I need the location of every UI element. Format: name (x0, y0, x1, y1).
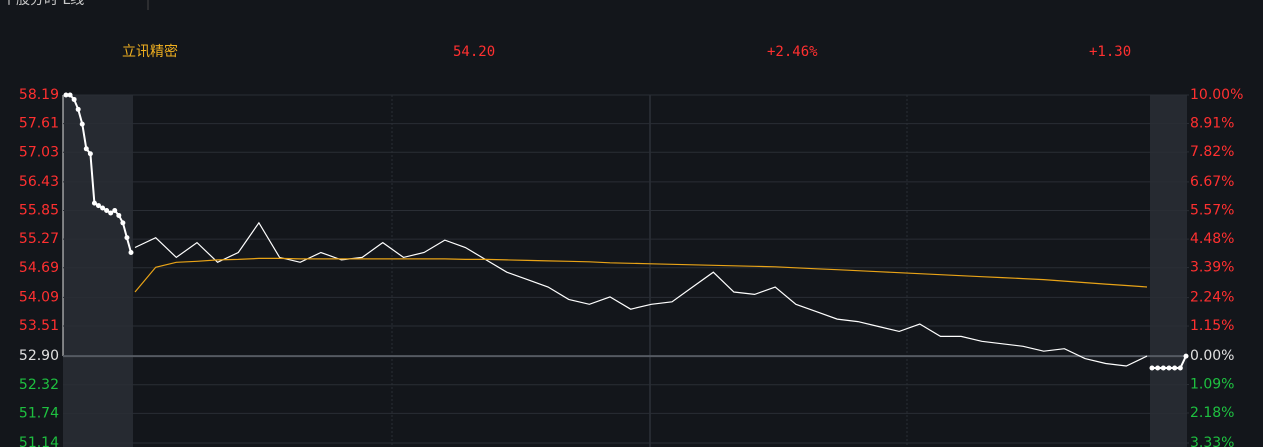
y-tick-label: 55.85 (19, 203, 59, 219)
point (67, 92, 73, 98)
y2-tick-label: 6.67% (1190, 174, 1234, 190)
point (1177, 365, 1183, 371)
y2-tick-label: 3.33% (1190, 435, 1234, 447)
y-tick-label: 54.69 (19, 260, 59, 276)
point (87, 151, 93, 157)
y2-tick-label: 2.24% (1190, 290, 1234, 306)
point (104, 208, 110, 214)
y2-tick-label: 7.82% (1190, 144, 1234, 160)
change: +1.30 (1089, 44, 1131, 60)
y2-tick-label: 10.00% (1190, 87, 1243, 103)
y2-tick-label: 5.57% (1190, 203, 1234, 219)
y-tick-label: 58.19 (19, 87, 59, 103)
price-line (134, 221, 1148, 367)
point (1160, 365, 1166, 371)
y2-tick-label: 1.15% (1190, 318, 1234, 334)
point (71, 96, 77, 102)
y2-tick-label: 8.91% (1190, 115, 1234, 131)
y-tick-label: 57.03 (19, 144, 59, 160)
vertical-grid (62, 95, 908, 447)
y-tick-label: 52.32 (19, 377, 59, 393)
point (120, 220, 126, 226)
point (112, 208, 118, 214)
point (128, 249, 134, 255)
point (1166, 365, 1172, 371)
y2-tick-label: 3.39% (1190, 260, 1234, 276)
y2-tick-label: 1.09% (1190, 377, 1234, 393)
point (91, 200, 97, 206)
point (96, 203, 101, 209)
point (1172, 365, 1178, 371)
point (108, 210, 114, 216)
point (1155, 365, 1161, 371)
point (79, 121, 85, 127)
y-tick-label: 53.51 (19, 318, 59, 334)
price: 54.20 (453, 44, 495, 60)
y-tick-label: 51.14 (19, 435, 59, 447)
point (1149, 365, 1155, 371)
point (75, 106, 81, 112)
change-pct: +2.46% (767, 44, 818, 60)
y2-tick-label: 2.18% (1190, 405, 1234, 421)
point (116, 212, 122, 218)
point (100, 205, 106, 211)
post-band (1150, 95, 1187, 447)
y-tick-label: 56.43 (19, 174, 59, 190)
point (1183, 353, 1189, 359)
y-tick-label: 54.09 (19, 289, 59, 305)
stock-name[interactable]: 立讯精密 (122, 43, 178, 60)
y-tick-label: 51.74 (19, 405, 59, 421)
point (124, 235, 130, 241)
point (83, 146, 89, 152)
price-line (134, 257, 1148, 293)
y-tick-label: 55.27 (19, 231, 59, 247)
pre-band (63, 95, 133, 447)
tab-label[interactable]: 个股分时·L线 (2, 0, 84, 8)
y2-tick-label: 4.48% (1190, 231, 1234, 247)
y2-tick-label: 0.00% (1190, 348, 1234, 364)
point (63, 92, 69, 98)
y-tick-label: 57.61 (19, 116, 59, 132)
y-tick-label: 52.90 (19, 348, 59, 364)
